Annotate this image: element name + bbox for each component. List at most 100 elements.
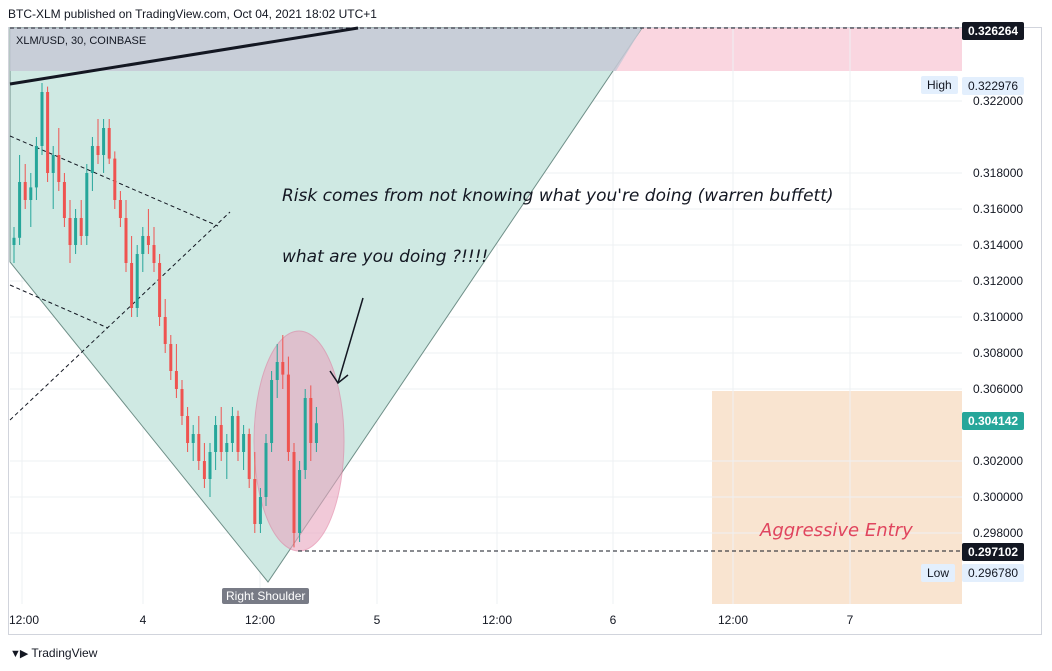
candle-body-34	[202, 461, 206, 479]
candle-body-27	[163, 317, 167, 344]
footer-brand: TradingView	[31, 646, 98, 660]
symbol-legend[interactable]: XLM/USD, 30, COINBASE	[16, 35, 147, 47]
candle-body-10	[68, 218, 72, 245]
dashed-lower-line	[9, 284, 109, 329]
x-tick-label-0: 12:00	[9, 613, 39, 627]
candle-body-4	[34, 146, 38, 188]
candle-body-14	[90, 146, 94, 173]
trend-line	[9, 26, 359, 86]
candle-body-32	[191, 434, 195, 443]
aggressive-entry-label[interactable]: Aggressive Entry	[760, 520, 913, 541]
high-tag: High	[921, 76, 958, 94]
candle-body-36	[214, 425, 218, 452]
price-label-high: 0.322976	[962, 77, 1025, 95]
price-label-entry: 0.297102	[962, 543, 1025, 561]
candle-body-38	[225, 443, 229, 452]
y-tick-label-7: 0.306000	[973, 382, 1023, 396]
arrow-head-icon	[329, 370, 349, 385]
dashed-rising-line	[9, 211, 231, 421]
candle-body-49	[286, 374, 290, 452]
candle-body-5	[40, 92, 44, 146]
y-tick-label-9: 0.300000	[973, 490, 1023, 504]
candle-body-26	[158, 263, 162, 317]
x-tick-label-6: 12:00	[718, 613, 748, 627]
candle-body-3	[29, 187, 33, 200]
right-shoulder-label[interactable]: Right Shoulder	[222, 588, 310, 604]
candle-body-43	[253, 479, 257, 524]
candle-body-21	[130, 263, 134, 308]
candle-body-54	[314, 423, 318, 443]
x-tick-label-4: 12:00	[482, 613, 512, 627]
candle-body-8	[57, 155, 61, 182]
candle-body-23	[141, 236, 145, 254]
candle-body-7	[51, 155, 55, 173]
candle-body-44	[258, 497, 262, 524]
candle-body-19	[118, 200, 122, 218]
candle-body-33	[197, 434, 201, 461]
candle-body-51	[298, 470, 302, 533]
y-tick-label-0: 0.322000	[973, 94, 1023, 108]
candle-body-24	[146, 236, 150, 245]
x-tick-label-1: 4	[140, 613, 147, 627]
candle-body-29	[174, 371, 178, 389]
candle-body-31	[186, 416, 190, 443]
tradingview-logo-icon: ▼▶	[10, 647, 28, 660]
x-tick-label-5: 6	[610, 613, 617, 627]
candle-body-12	[79, 218, 83, 236]
candle-body-20	[124, 218, 128, 263]
candle-body-48	[281, 362, 285, 375]
candle-body-37	[219, 425, 223, 452]
publish-header: BTC-XLM published on TradingView.com, Oc…	[8, 7, 377, 21]
y-tick-label-4: 0.312000	[973, 274, 1023, 288]
drawings-shapes	[9, 26, 643, 583]
candle-body-18	[113, 158, 117, 200]
candle-body-52	[303, 398, 307, 470]
candle-body-16	[102, 128, 106, 155]
price-label-top: 0.326264	[962, 22, 1025, 40]
candle-body-25	[152, 245, 156, 263]
candle-body-1	[18, 182, 22, 238]
quote-annotation[interactable]: Risk comes from not knowing what you're …	[282, 186, 834, 206]
candle-body-6	[46, 92, 50, 173]
candle-body-22	[135, 254, 139, 308]
candle-body-45	[264, 443, 268, 497]
candle-body-50	[292, 452, 296, 533]
candle-body-17	[107, 128, 111, 159]
y-tick-label-3: 0.314000	[973, 238, 1023, 252]
candle-body-35	[208, 452, 212, 479]
x-tick-label-7: 7	[847, 613, 854, 627]
axis-labels: 0.322000 0.318000 0.316000 0.314000 0.312000…	[9, 94, 1023, 627]
y-tick-label-2: 0.316000	[973, 202, 1023, 216]
candle-body-39	[230, 416, 234, 443]
y-tick-label-1: 0.318000	[973, 166, 1023, 180]
candle-body-11	[74, 218, 78, 245]
price-label-low: 0.296780	[962, 564, 1025, 582]
grey-zone	[10, 28, 642, 71]
candle-body-47	[275, 362, 279, 380]
candles	[12, 83, 318, 548]
y-tick-label-5: 0.310000	[973, 310, 1023, 324]
price-label-current: 0.304142	[962, 412, 1025, 430]
candle-body-0	[12, 237, 16, 245]
candle-body-9	[62, 182, 66, 218]
candle-body-13	[85, 173, 89, 236]
candle-body-46	[270, 380, 274, 443]
footer: ▼▶ TradingView	[10, 646, 97, 660]
x-tick-label-2: 12:00	[245, 613, 275, 627]
y-tick-label-6: 0.308000	[973, 346, 1023, 360]
candle-body-2	[23, 182, 27, 200]
x-tick-label-3: 5	[374, 613, 381, 627]
y-tick-label-10: 0.298000	[973, 526, 1023, 540]
question-annotation[interactable]: what are you doing ?!!!!	[282, 247, 489, 267]
candle-body-28	[169, 344, 173, 371]
y-tick-label-8: 0.302000	[973, 454, 1023, 468]
drawings-overlay	[10, 27, 962, 552]
candle-body-15	[96, 146, 100, 155]
candle-body-40	[236, 416, 240, 452]
arrow-line	[337, 297, 364, 384]
candle-body-41	[242, 434, 246, 452]
candle-body-53	[309, 398, 313, 443]
candle-body-30	[180, 389, 184, 416]
low-tag: Low	[921, 564, 956, 582]
